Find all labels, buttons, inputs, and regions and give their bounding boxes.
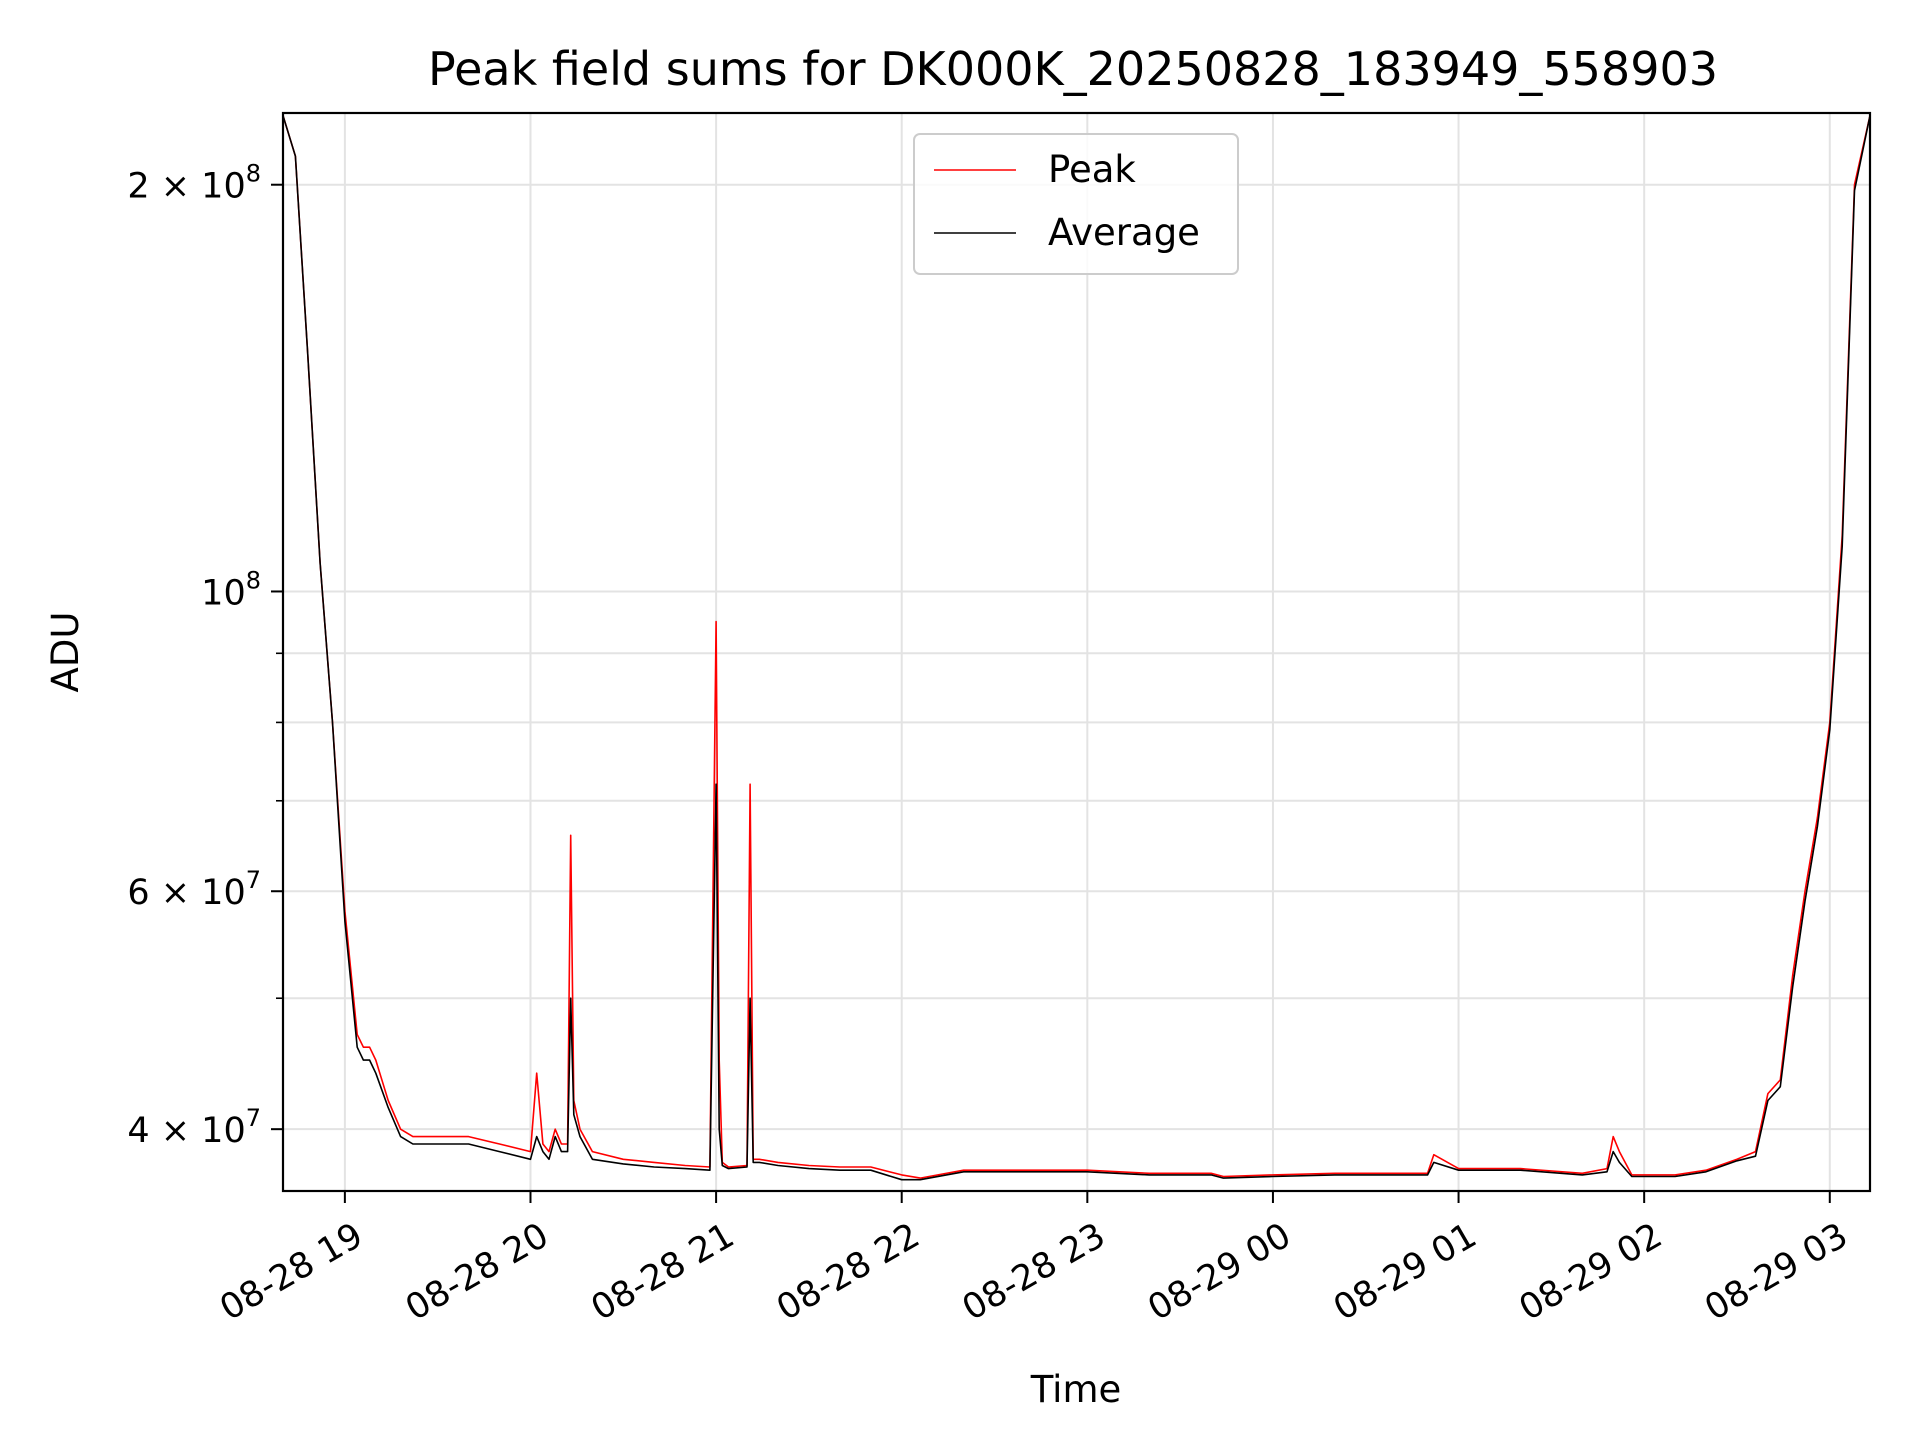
series-line-average [283, 115, 1870, 1181]
plot-series [283, 115, 1870, 1181]
legend-box [913, 133, 1239, 275]
y-tick-label: 2 × 108 [127, 160, 261, 207]
x-axis-label: Time [1030, 1368, 1122, 1411]
series-line-peak [283, 115, 1870, 1179]
y-tick-label: 6 × 107 [127, 866, 261, 913]
chart-title: Peak field sums for DK000K_20250828_1839… [428, 42, 1718, 96]
y-tick-label: 108 [201, 566, 261, 613]
legend-label-average: Average [1048, 211, 1200, 254]
y-tick-label: 4 × 107 [127, 1104, 261, 1151]
legend-label-peak: Peak [1048, 148, 1136, 191]
y-axis-label: ADU [44, 612, 87, 693]
plot-frame [281, 111, 1872, 1193]
legend: Peak Average [913, 133, 1239, 275]
